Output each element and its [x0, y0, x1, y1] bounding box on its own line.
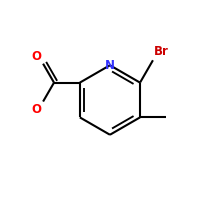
Text: O: O	[31, 103, 41, 116]
Text: Br: Br	[154, 45, 169, 58]
Text: N: N	[105, 59, 115, 72]
Text: O: O	[31, 50, 41, 63]
